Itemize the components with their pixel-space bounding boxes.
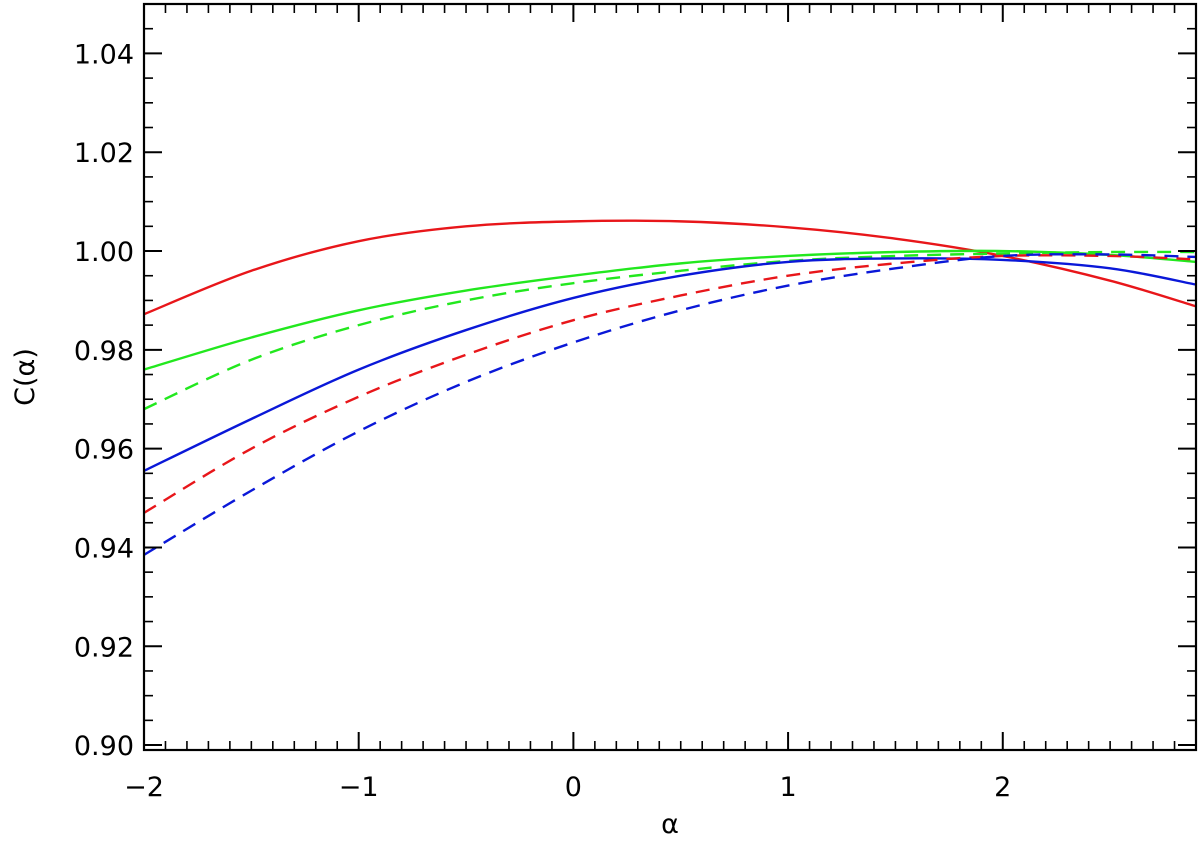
series-line-3 (143, 250, 1197, 411)
x-tick-label: 1 (779, 772, 796, 803)
y-tick-label: 1.00 (74, 237, 134, 268)
y-tick-label: 0.94 (74, 533, 134, 564)
series-line-2 (143, 249, 1197, 371)
x-tick-label: 2 (994, 772, 1011, 803)
series-line-1 (143, 219, 1197, 316)
series-layer (143, 219, 1197, 556)
ticks-layer (143, 3, 1197, 750)
tick-labels: −2 −1 0 1 2 0.90 0.92 0.94 0.96 0.98 1.00 1.02 1.04 (74, 39, 1011, 803)
series-line-5 (143, 254, 1197, 514)
plot-frame (142, 2, 1198, 752)
y-tick-label: 1.02 (74, 138, 134, 169)
y-tick-label: 1.04 (74, 39, 134, 70)
y-tick-label: 0.90 (74, 731, 134, 762)
series-line-4 (143, 257, 1197, 472)
y-tick-label: 0.98 (74, 336, 134, 367)
y-tick-label: 0.96 (74, 435, 134, 466)
x-tick-label: 0 (565, 772, 582, 803)
y-axis-title: C(α) (10, 348, 41, 406)
x-tick-label: −1 (339, 772, 379, 803)
y-tick-label: 0.92 (74, 632, 134, 663)
series-line-6 (143, 253, 1197, 556)
x-tick-label: −2 (124, 772, 164, 803)
x-axis-title: α (661, 809, 679, 840)
